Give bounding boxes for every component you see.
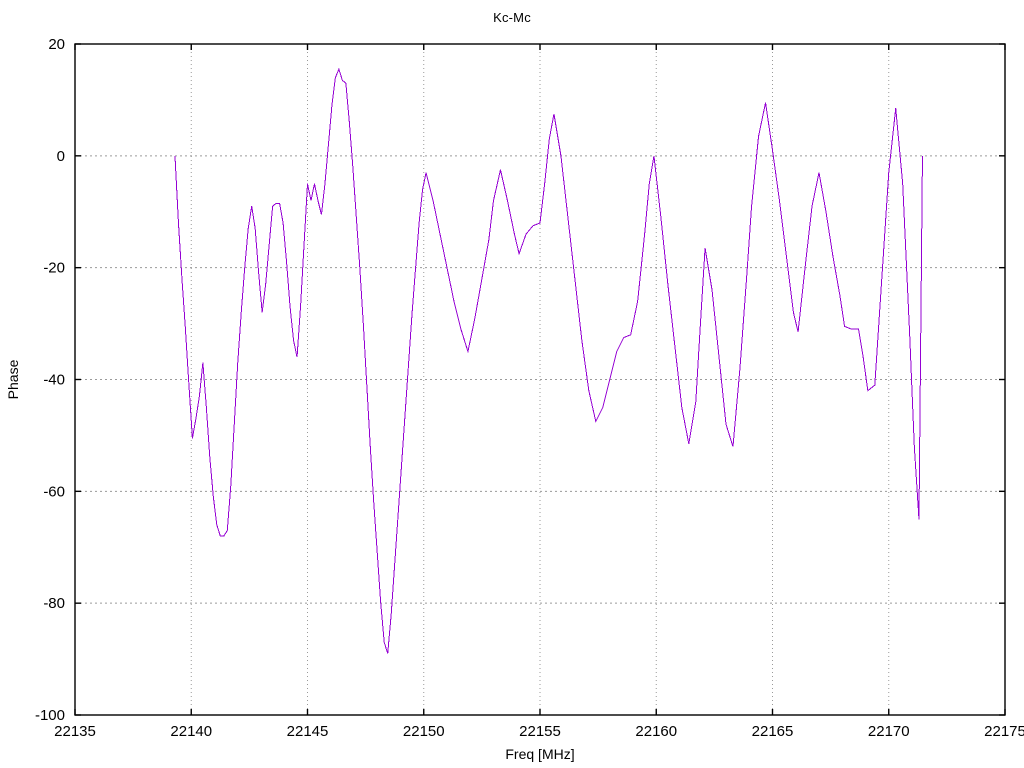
data-series-line [174,67,923,654]
x-tick-label: 22155 [519,723,561,740]
x-tick-label: 22140 [170,723,212,740]
x-tick-label: 22150 [403,723,445,740]
y-tick-label: -40 [43,372,65,389]
y-tick-label: -20 [43,260,65,277]
x-tick-label: 22160 [635,723,677,740]
y-axis-title: Phase [5,359,21,399]
y-tick-label: 20 [48,36,65,53]
data-series-layer [174,67,923,654]
x-tick-label: 22175 [984,723,1024,740]
x-axis-title: Freq [MHz] [505,746,574,762]
grid-layer [75,44,1005,715]
chart-title: Kc-Mc [493,10,531,25]
axis-labels-layer: 22135 22140 22145 22150 22155 22160 22165 22170… [5,36,1024,762]
x-tick-label: 22145 [287,723,329,740]
y-tick-label: -100 [35,707,65,724]
y-tick-label: -80 [43,595,65,612]
x-tick-label: 22135 [54,723,96,740]
tick-marks [74,43,1006,716]
x-tick-label: 22165 [752,723,794,740]
x-tick-label: 22170 [868,723,910,740]
y-tick-label: 0 [57,148,65,165]
y-tick-label: -60 [43,483,65,500]
